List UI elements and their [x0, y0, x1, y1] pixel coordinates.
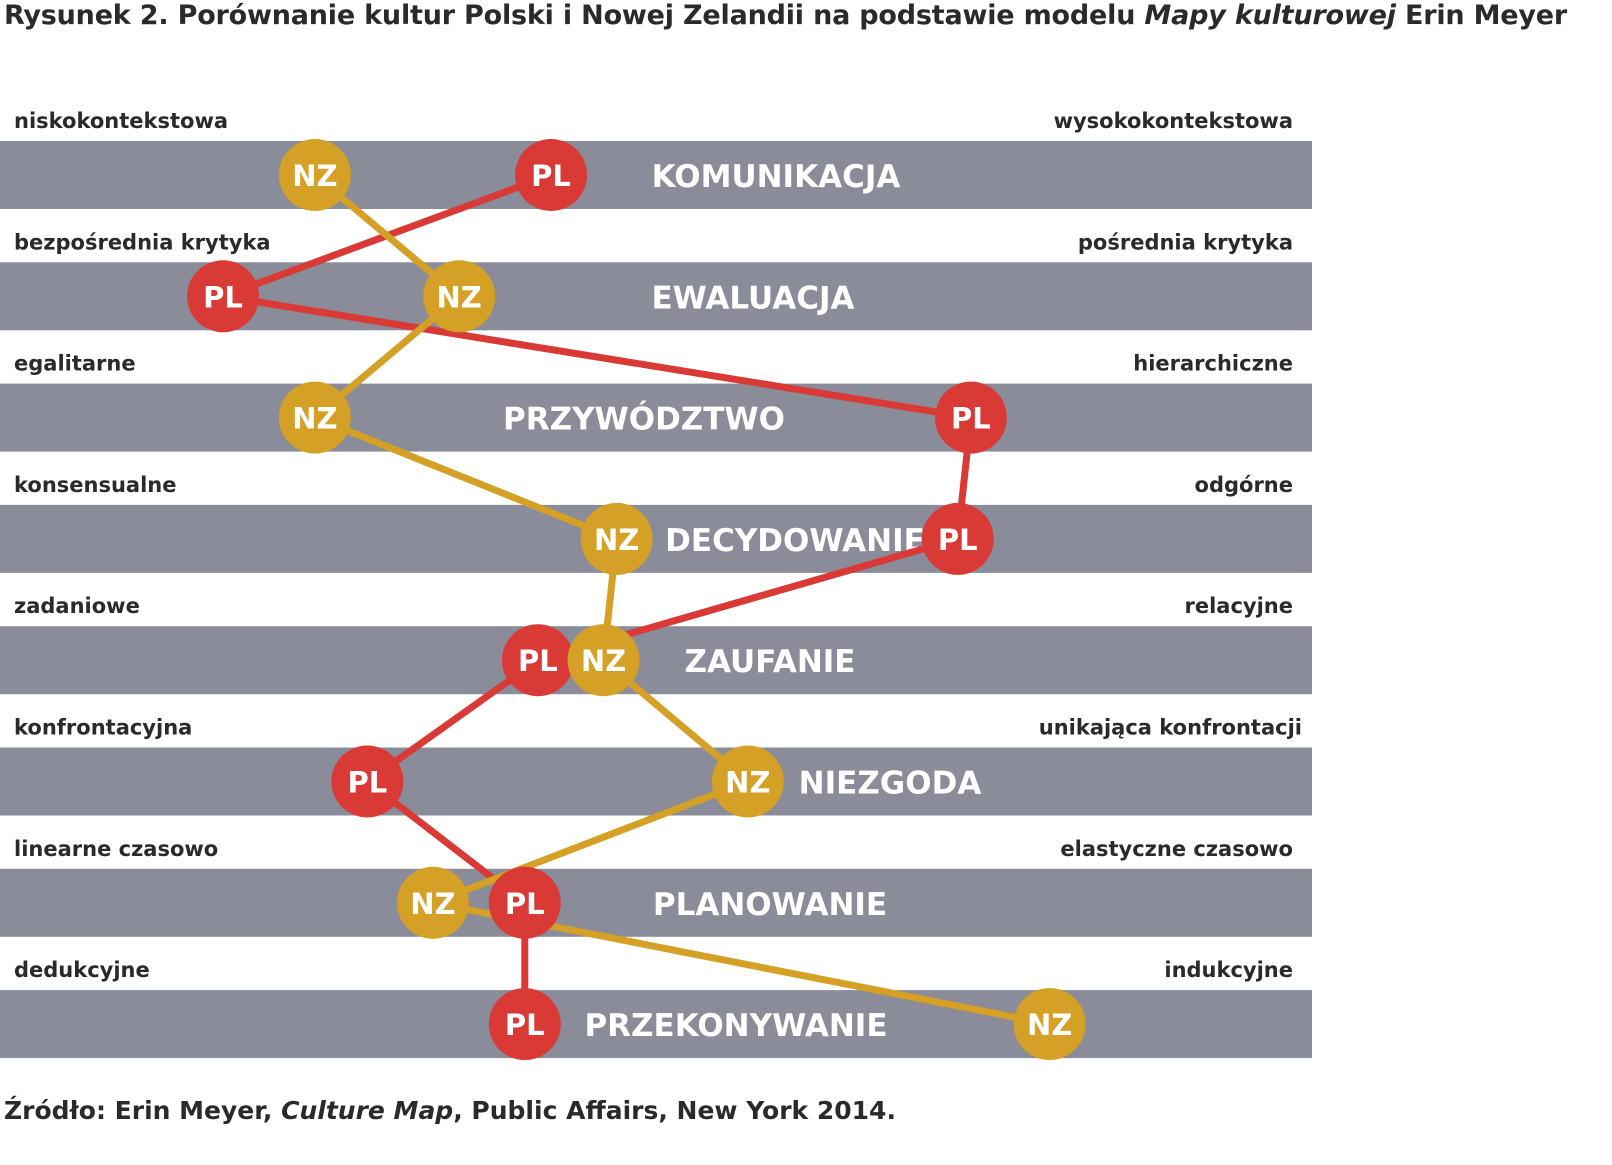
source-note: Źródło: Erin Meyer, Culture Map, Public …	[4, 1096, 896, 1125]
marker-pl: PL	[515, 139, 588, 211]
marker-circle	[921, 502, 994, 575]
right-pole-label: pośrednia krytyka	[1078, 230, 1293, 254]
figure-title: Rysunek 2. Porównanie kultur Polski i No…	[4, 0, 1567, 31]
marker-circle	[515, 139, 588, 211]
dimension-label: PRZYWÓDZTWO	[503, 401, 785, 438]
dimension-label: PLANOWANIE	[653, 887, 887, 923]
marker-label: NZ	[292, 159, 337, 193]
marker-label: PL	[518, 644, 558, 678]
marker-label: PL	[347, 766, 387, 800]
left-pole-label: konsensualne	[14, 473, 176, 497]
right-pole-label: wysokokontekstowa	[1054, 109, 1293, 133]
marker-circle	[488, 866, 561, 939]
dimension-label: PRZEKONYWANIE	[584, 1008, 887, 1044]
left-pole-label: zadaniowe	[14, 594, 140, 618]
marker-label: NZ	[725, 766, 770, 800]
marker-nz: NZ	[1013, 988, 1086, 1061]
dimension-bar	[0, 141, 1312, 209]
marker-label: PL	[938, 523, 978, 557]
marker-nz: NZ	[711, 745, 784, 818]
marker-pl: PL	[488, 988, 561, 1061]
title-italic: Mapy kulturowej	[1144, 0, 1396, 31]
dimension-label: ZAUFANIE	[685, 644, 856, 680]
dimension-bar	[0, 747, 1312, 816]
right-pole-label: elastyczne czasowo	[1060, 837, 1293, 861]
marker-label: PL	[203, 280, 243, 314]
marker-pl: PL	[921, 502, 994, 575]
dimension-label: EWALUACJA	[651, 280, 854, 316]
dimension-label: NIEZGODA	[799, 766, 982, 802]
title-suffix: Erin Meyer	[1395, 0, 1568, 31]
left-pole-label: niskokontekstowa	[14, 109, 228, 133]
marker-label: NZ	[410, 887, 455, 921]
marker-nz: NZ	[278, 381, 351, 454]
dimension-bar	[0, 504, 1312, 573]
marker-circle	[396, 866, 469, 939]
dimension-bar	[0, 990, 1312, 1059]
marker-label: NZ	[437, 280, 482, 314]
dimension-bar	[0, 383, 1312, 452]
left-pole-label: bezpośrednia krytyka	[14, 230, 271, 254]
marker-pl: PL	[331, 745, 404, 818]
dimension-bar	[0, 868, 1312, 937]
marker-circle	[934, 381, 1007, 454]
marker-circle	[501, 624, 574, 697]
right-pole-label: unikająca konfrontacji	[1039, 716, 1302, 740]
marker-circle	[580, 502, 653, 575]
marker-circle	[278, 381, 351, 454]
dimension-label: DECYDOWANIE	[665, 523, 925, 559]
marker-label: PL	[531, 159, 571, 193]
left-pole-label: konfrontacyjna	[14, 716, 192, 740]
marker-circle	[1013, 988, 1086, 1061]
left-pole-label: dedukcyjne	[14, 958, 150, 982]
marker-nz: NZ	[396, 866, 469, 939]
marker-label: PL	[505, 887, 545, 921]
marker-label: NZ	[581, 644, 626, 678]
source-italic: Culture Map	[281, 1096, 454, 1125]
source-text: Źródło: Erin Meyer,	[4, 1096, 282, 1125]
marker-pl: PL	[187, 260, 260, 333]
marker-label: PL	[505, 1008, 545, 1042]
dimension-label: KOMUNIKACJA	[652, 159, 901, 195]
marker-circle	[331, 745, 404, 818]
marker-label: NZ	[594, 523, 639, 557]
marker-pl: PL	[488, 866, 561, 939]
marker-label: PL	[951, 402, 991, 436]
marker-circle	[488, 988, 561, 1061]
marker-circle	[278, 139, 351, 211]
right-pole-label: odgórne	[1195, 473, 1293, 497]
marker-circle	[423, 260, 496, 333]
marker-nz: NZ	[580, 502, 653, 575]
right-pole-label: hierarchiczne	[1133, 352, 1293, 376]
marker-circle	[711, 745, 784, 818]
title-text: Rysunek 2. Porównanie kultur Polski i No…	[4, 0, 1145, 31]
source-suffix: , Public Affairs, New York 2014.	[453, 1096, 896, 1125]
marker-label: NZ	[292, 402, 337, 436]
marker-nz: NZ	[423, 260, 496, 333]
right-pole-label: indukcyjne	[1164, 958, 1293, 982]
marker-pl: PL	[934, 381, 1007, 454]
left-pole-label: egalitarne	[14, 352, 136, 376]
right-pole-label: relacyjne	[1185, 594, 1294, 618]
marker-pl: PL	[501, 624, 574, 697]
marker-label: NZ	[1027, 1008, 1072, 1042]
marker-nz: NZ	[278, 139, 351, 211]
marker-nz: NZ	[567, 624, 640, 697]
marker-circle	[567, 624, 640, 697]
dimension-bar	[0, 626, 1312, 695]
left-pole-label: linearne czasowo	[14, 837, 218, 861]
marker-circle	[187, 260, 260, 333]
